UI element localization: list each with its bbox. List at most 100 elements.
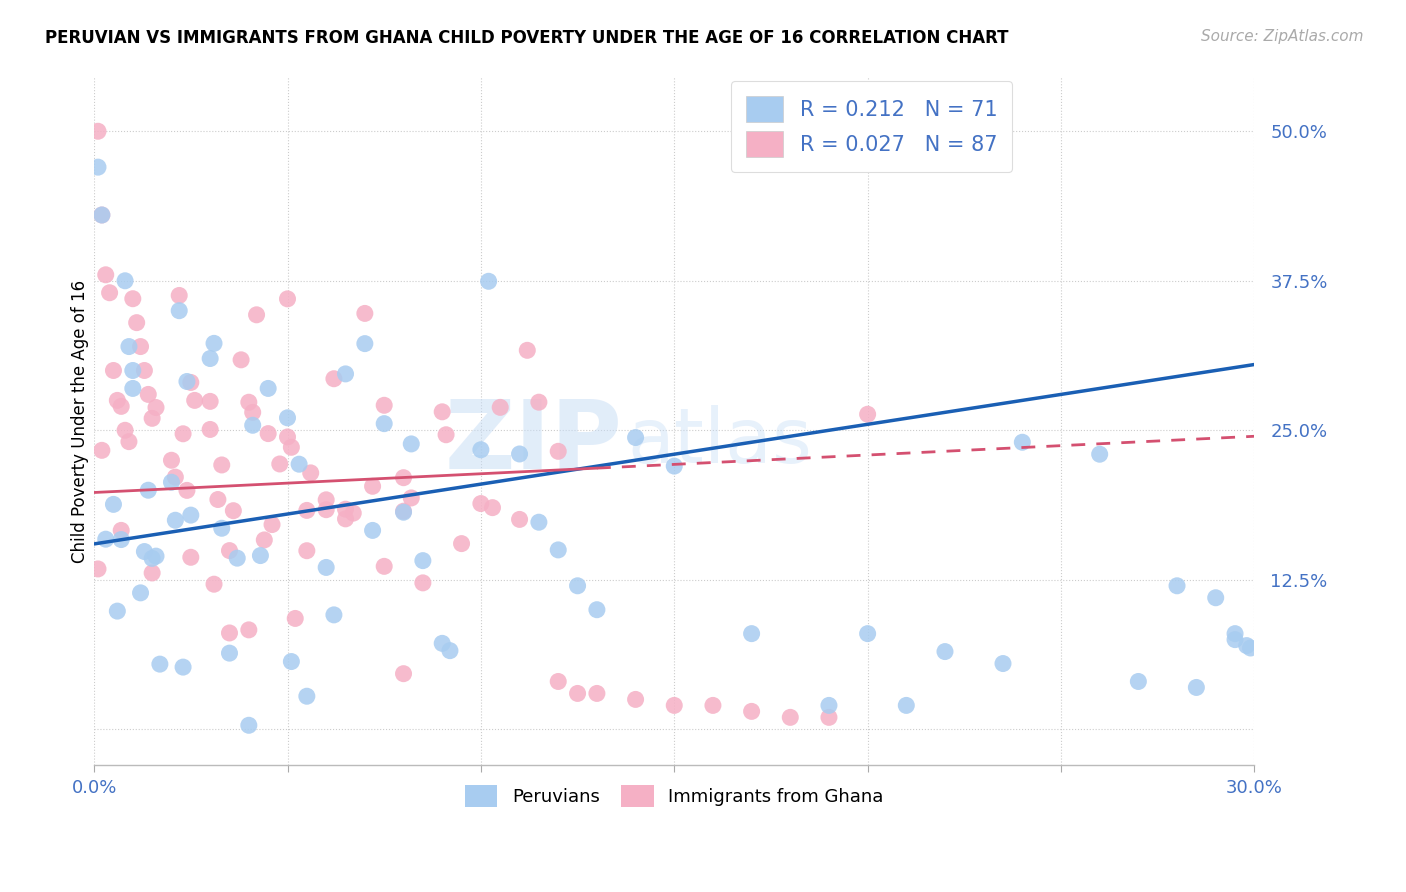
Point <box>295 690 318 704</box>
Point <box>218 543 240 558</box>
Point <box>114 274 136 288</box>
Point <box>257 381 280 395</box>
Point <box>242 418 264 433</box>
Point <box>432 636 454 650</box>
Point <box>450 536 472 550</box>
Text: ZIP: ZIP <box>444 395 621 489</box>
Point <box>1223 626 1246 640</box>
Point <box>741 705 763 719</box>
Point <box>547 444 569 458</box>
Point <box>94 532 117 546</box>
Point <box>149 657 172 672</box>
Point <box>392 471 415 485</box>
Y-axis label: Child Poverty Under the Age of 16: Child Poverty Under the Age of 16 <box>72 280 89 563</box>
Point <box>509 512 531 526</box>
Point <box>94 268 117 282</box>
Point <box>412 575 434 590</box>
Point <box>373 417 395 431</box>
Point <box>779 710 801 724</box>
Point <box>172 426 194 441</box>
Point <box>392 504 415 518</box>
Point <box>1236 639 1258 653</box>
Point <box>280 655 302 669</box>
Point <box>401 491 423 505</box>
Point <box>299 466 322 480</box>
Point <box>98 285 121 300</box>
Point <box>295 543 318 558</box>
Point <box>269 457 291 471</box>
Point <box>218 626 240 640</box>
Point <box>211 458 233 472</box>
Point <box>129 340 152 354</box>
Point <box>288 457 311 471</box>
Point <box>167 288 190 302</box>
Point <box>392 666 415 681</box>
Point <box>141 411 163 425</box>
Point <box>353 336 375 351</box>
Point <box>87 124 110 138</box>
Point <box>198 422 221 436</box>
Point <box>335 367 357 381</box>
Point <box>145 401 167 415</box>
Point <box>361 479 384 493</box>
Point <box>183 393 205 408</box>
Point <box>567 579 589 593</box>
Point <box>134 544 156 558</box>
Point <box>373 559 395 574</box>
Point <box>586 603 609 617</box>
Point <box>105 604 128 618</box>
Point <box>818 698 841 713</box>
Point <box>547 542 569 557</box>
Point <box>202 577 225 591</box>
Point <box>238 395 260 409</box>
Point <box>470 497 492 511</box>
Text: Source: ZipAtlas.com: Source: ZipAtlas.com <box>1201 29 1364 44</box>
Point <box>165 513 187 527</box>
Legend: Peruvians, Immigrants from Ghana: Peruvians, Immigrants from Ghana <box>457 778 891 814</box>
Point <box>373 398 395 412</box>
Point <box>87 562 110 576</box>
Point <box>741 626 763 640</box>
Point <box>624 431 647 445</box>
Point <box>160 453 183 467</box>
Point <box>624 692 647 706</box>
Point <box>134 363 156 377</box>
Point <box>1011 435 1033 450</box>
Point <box>198 394 221 409</box>
Point <box>121 292 143 306</box>
Point <box>276 410 298 425</box>
Point <box>141 566 163 580</box>
Text: PERUVIAN VS IMMIGRANTS FROM GHANA CHILD POVERTY UNDER THE AGE OF 16 CORRELATION : PERUVIAN VS IMMIGRANTS FROM GHANA CHILD … <box>45 29 1008 46</box>
Point <box>229 352 252 367</box>
Point <box>87 160 110 174</box>
Point <box>664 459 686 474</box>
Point <box>90 208 112 222</box>
Point <box>125 316 148 330</box>
Point <box>567 686 589 700</box>
Point <box>470 442 492 457</box>
Point <box>238 718 260 732</box>
Point <box>118 434 141 449</box>
Point <box>1239 640 1261 655</box>
Point <box>253 533 276 547</box>
Point <box>401 437 423 451</box>
Point <box>176 483 198 498</box>
Point <box>90 443 112 458</box>
Point <box>145 549 167 563</box>
Point <box>702 698 724 713</box>
Point <box>335 502 357 516</box>
Point <box>991 657 1014 671</box>
Point <box>238 623 260 637</box>
Point <box>121 363 143 377</box>
Point <box>114 423 136 437</box>
Point <box>547 674 569 689</box>
Point <box>664 698 686 713</box>
Point <box>172 660 194 674</box>
Point <box>103 497 125 511</box>
Point <box>129 586 152 600</box>
Point <box>315 492 337 507</box>
Point <box>1166 579 1188 593</box>
Point <box>165 470 187 484</box>
Point <box>218 646 240 660</box>
Point <box>818 710 841 724</box>
